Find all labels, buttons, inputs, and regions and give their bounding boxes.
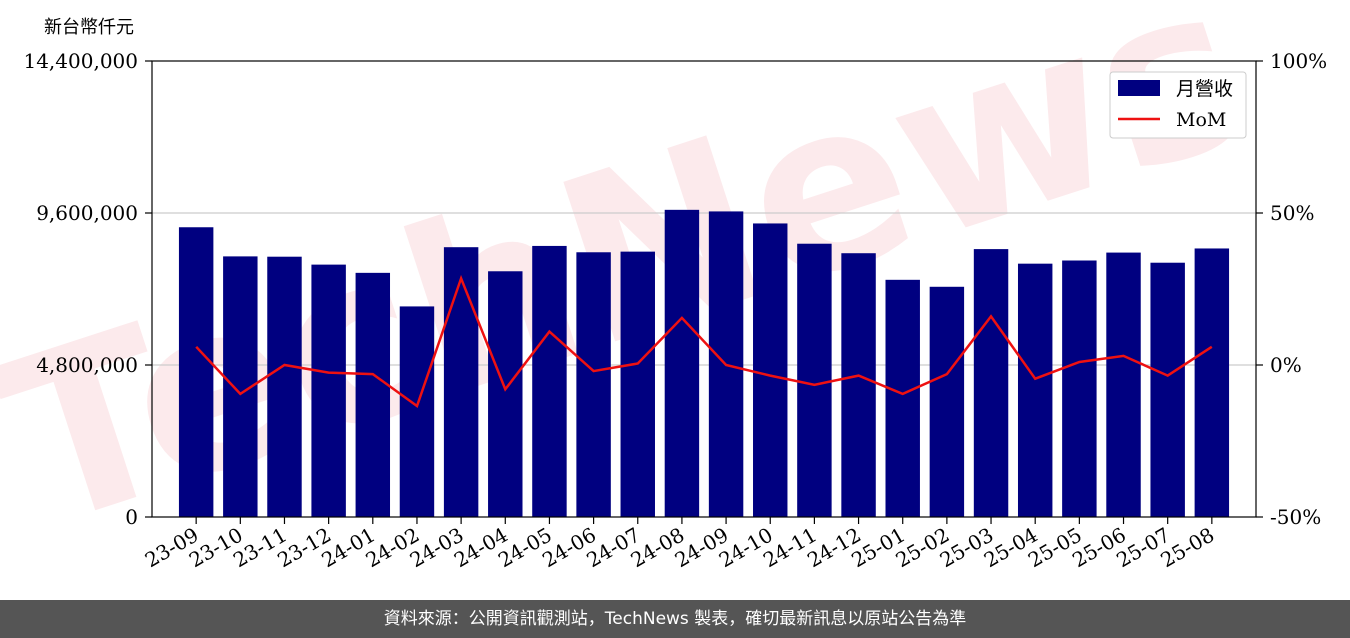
legend-bar-label: 月營收 xyxy=(1176,78,1233,100)
bar-24-04 xyxy=(488,271,523,517)
bar-series xyxy=(178,209,1230,518)
right-tick-label: -50% xyxy=(1270,505,1321,529)
bar-25-02 xyxy=(929,286,965,517)
bar-24-07 xyxy=(620,251,655,517)
legend-bar-swatch xyxy=(1118,80,1160,96)
bar-25-07 xyxy=(1150,262,1185,517)
legend: 月營收 MoM xyxy=(1109,71,1247,139)
bar-24-06 xyxy=(576,252,611,517)
bar-25-08 xyxy=(1194,248,1230,517)
right-tick-label: 50% xyxy=(1270,201,1314,225)
bar-25-03 xyxy=(973,249,1009,517)
bar-24-10 xyxy=(753,223,788,517)
bar-25-06 xyxy=(1106,252,1141,518)
bar-24-01 xyxy=(355,272,391,517)
bar-24-05 xyxy=(532,245,567,517)
left-tick-label: 4,800,000 xyxy=(36,353,138,377)
plot-frame xyxy=(151,60,1257,518)
bar-25-05 xyxy=(1062,260,1097,517)
left-tick-label: 9,600,000 xyxy=(36,201,138,225)
x-axis: 23-0923-1023-1123-1224-0124-0224-0324-04… xyxy=(141,517,1218,572)
right-axis: -50% 0% 50% 100% xyxy=(1256,49,1327,529)
bar-24-03 xyxy=(443,247,479,517)
bar-23-11 xyxy=(267,256,302,517)
bar-25-01 xyxy=(885,279,920,517)
bar-23-12 xyxy=(311,264,346,517)
mom-line xyxy=(195,274,1213,408)
right-tick-label: 0% xyxy=(1270,353,1302,377)
bar-24-02 xyxy=(399,306,435,517)
left-axis-unit-label: 新台幣仟元 xyxy=(44,17,134,38)
bar-23-09 xyxy=(178,227,214,517)
bar-24-11 xyxy=(797,243,832,517)
bar-24-12 xyxy=(841,253,876,517)
right-tick-label: 100% xyxy=(1270,49,1327,73)
legend-line-label: MoM xyxy=(1176,109,1226,131)
bar-24-08 xyxy=(664,209,700,518)
left-axis: 0 4,800,000 9,600,000 14,400,000 xyxy=(23,49,152,529)
left-tick-label: 0 xyxy=(125,505,138,529)
left-tick-label: 14,400,000 xyxy=(23,49,138,73)
footer-source-note: 資料來源：公開資訊觀測站，TechNews 製表，確切最新訊息以原站公告為準 xyxy=(0,600,1350,638)
bar-25-04 xyxy=(1017,263,1053,517)
